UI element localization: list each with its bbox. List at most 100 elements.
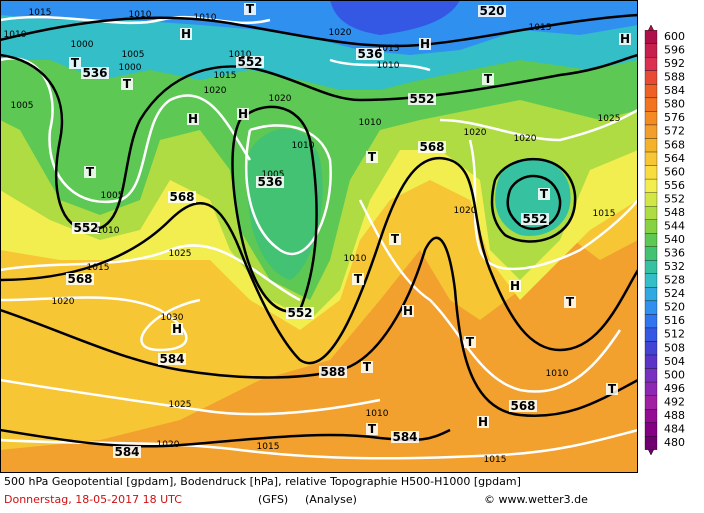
legend-label: 496 [664, 382, 685, 395]
map-label-bg [509, 280, 521, 292]
map-label-bg [187, 113, 199, 125]
zone-low-west [247, 128, 323, 280]
legend-swatch [644, 381, 658, 396]
map-label-bg [564, 296, 576, 308]
legend-label: 568 [664, 138, 685, 151]
map-label-bg [402, 305, 414, 317]
map-symbol: T [540, 187, 549, 201]
isobar-label: 1025 [169, 400, 192, 410]
legend-swatch [644, 273, 658, 288]
legend-label: 528 [664, 274, 685, 287]
isobar-label: 1015 [529, 23, 552, 33]
legend-swatch [644, 314, 658, 329]
map-label-bg [69, 57, 81, 69]
isobar-label: 1000 [119, 63, 142, 73]
legend-label: 520 [664, 301, 685, 314]
map-symbol: 568 [169, 190, 194, 204]
legend-label: 580 [664, 98, 685, 111]
legend-swatch [644, 436, 658, 450]
legend-swatch [644, 57, 658, 71]
legend-swatch [644, 97, 658, 112]
map-symbol: 552 [522, 212, 547, 226]
map-symbol: H [172, 322, 182, 336]
isobar-label: 1010 [4, 30, 27, 40]
legend-label: 556 [664, 179, 685, 192]
map-frame [0, 0, 638, 473]
isobar-label: 1010 [97, 226, 120, 236]
footer-title: 500 hPa Geopotential [gpdam], Bodendruck… [4, 475, 521, 488]
legend-label: 552 [664, 192, 685, 205]
legend-swatch [644, 151, 658, 166]
map-label-bg [121, 78, 133, 90]
map-label-bg [237, 108, 249, 120]
map-label-bg [464, 336, 476, 348]
isobar-label: 1015 [29, 8, 52, 18]
legend-label: 560 [664, 165, 685, 178]
footer-model: (GFS) [258, 493, 288, 506]
isobar-label: 1015 [484, 455, 507, 465]
map-symbol: T [566, 295, 575, 309]
map-symbol: 568 [419, 140, 444, 154]
map-label-bg [256, 176, 284, 188]
isobar-label: 1010 [366, 409, 389, 419]
legend-swatch [644, 300, 658, 315]
map-symbol: T [246, 2, 255, 16]
isobar-label: 1020 [269, 94, 292, 104]
map-label-bg [389, 233, 401, 245]
isobar-label: 1015 [214, 71, 237, 81]
isobar-label: 1020 [52, 297, 75, 307]
legend-swatch [644, 422, 658, 437]
zone-low-east [495, 159, 571, 236]
isobar-label: 1010 [129, 10, 152, 20]
map-label-bg [521, 213, 549, 225]
map-label-bg [66, 273, 94, 285]
map-symbol: H [478, 415, 488, 429]
legend-label: 508 [664, 341, 685, 354]
legend-swatch [644, 70, 658, 85]
isobar-label: 1010 [292, 141, 315, 151]
legend-label: 584 [664, 84, 685, 97]
map-symbol: 552 [237, 55, 262, 69]
map-symbol: H [188, 112, 198, 126]
map-symbol: T [368, 422, 377, 436]
map-label-bg [408, 93, 436, 105]
legend-swatch [644, 84, 658, 99]
isobar-label: 1020 [514, 134, 537, 144]
legend-label: 512 [664, 328, 685, 341]
map-label-bg [352, 273, 364, 285]
map-symbol: T [354, 272, 363, 286]
isobar-label: 1005 [122, 50, 145, 60]
map-label-bg [168, 191, 196, 203]
zone-green [1, 1, 637, 300]
map-label-bg [236, 56, 264, 68]
isobar-label: 1015 [377, 44, 400, 54]
legend-swatch [644, 138, 658, 153]
map-symbol: T [484, 72, 493, 86]
footer-run: (Analyse) [305, 493, 357, 506]
map-symbol: 536 [257, 175, 282, 189]
map-label-bg [180, 28, 192, 40]
isobar-label: 1020 [464, 128, 487, 138]
isobar-label: 1010 [194, 13, 217, 23]
footer-source: © www.wetter3.de [484, 493, 588, 506]
map-symbol: 568 [510, 399, 535, 413]
legend-label: 524 [664, 287, 685, 300]
legend-swatch [644, 260, 658, 274]
footer-date: Donnerstag, 18-05-2017 18 UTC [4, 493, 182, 506]
map-label-bg [619, 33, 631, 45]
legend-label: 588 [664, 71, 685, 84]
map-label-bg [361, 361, 373, 373]
legend-label: 548 [664, 206, 685, 219]
map-label-bg [366, 423, 378, 435]
map-symbol: T [608, 382, 617, 396]
legend-label: 532 [664, 260, 685, 273]
isobar-label: 1015 [87, 263, 110, 273]
map-label-bg [509, 400, 537, 412]
map-label-bg [606, 383, 618, 395]
isobar-label: 1015 [257, 442, 280, 452]
map-symbol: 584 [392, 430, 417, 444]
map-label-bg [81, 67, 109, 79]
map-label-bg [356, 48, 384, 60]
isobar-label: 1010 [229, 50, 252, 60]
map-symbol: 584 [159, 352, 184, 366]
